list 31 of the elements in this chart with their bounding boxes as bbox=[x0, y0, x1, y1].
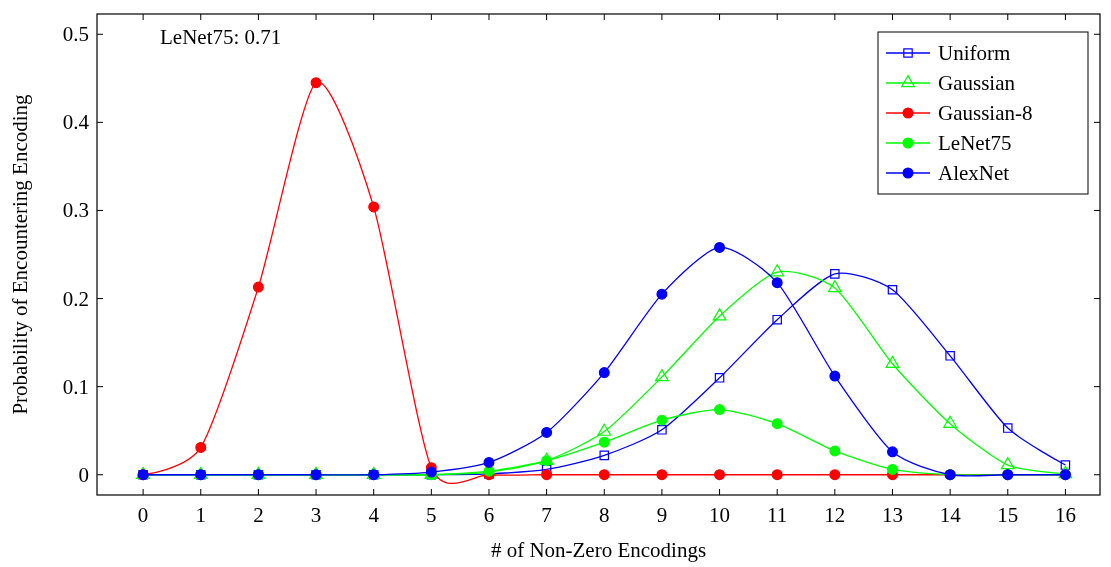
legend-label: Gaussian bbox=[938, 71, 1016, 95]
x-axis-title: # of Non-Zero Encodings bbox=[490, 538, 707, 562]
x-tick-label: 0 bbox=[137, 503, 149, 527]
legend-label: Uniform bbox=[938, 41, 1011, 65]
legend-label: AlexNet bbox=[938, 161, 1010, 185]
x-tick-label: 9 bbox=[656, 503, 668, 527]
x-tick-label: 13 bbox=[881, 503, 903, 527]
x-tick-label: 5 bbox=[426, 503, 437, 527]
legend-label: Gaussian-8 bbox=[938, 101, 1033, 125]
x-tick-label: 4 bbox=[368, 503, 380, 527]
y-tick-label: 0.3 bbox=[62, 198, 89, 223]
x-tick-label: 3 bbox=[310, 503, 322, 527]
y-tick-label: 0.5 bbox=[62, 22, 89, 47]
x-tick-label: 11 bbox=[767, 503, 788, 527]
x-tick-label: 12 bbox=[824, 503, 846, 527]
x-tick-label: 15 bbox=[997, 503, 1019, 527]
y-tick-label: 0.1 bbox=[62, 374, 89, 399]
x-tick-label: 14 bbox=[939, 503, 962, 527]
x-tick-label: 7 bbox=[541, 503, 552, 527]
x-tick-label: 8 bbox=[599, 503, 610, 527]
y-tick-label: 0.2 bbox=[62, 286, 89, 311]
x-tick-label: 6 bbox=[483, 503, 495, 527]
x-tick-label: 2 bbox=[253, 503, 264, 527]
y-tick-label: 0 bbox=[78, 462, 89, 487]
y-axis-title: Probability of Encountering Encoding bbox=[8, 93, 32, 415]
x-tick-label: 16 bbox=[1054, 503, 1076, 527]
x-tick-label: 1 bbox=[195, 503, 207, 527]
y-tick-label: 0.4 bbox=[62, 110, 90, 135]
legend-label: LeNet75 bbox=[938, 131, 1012, 155]
annotation: LeNet75: 0.71 bbox=[160, 25, 282, 49]
x-tick-label: 10 bbox=[709, 503, 731, 527]
